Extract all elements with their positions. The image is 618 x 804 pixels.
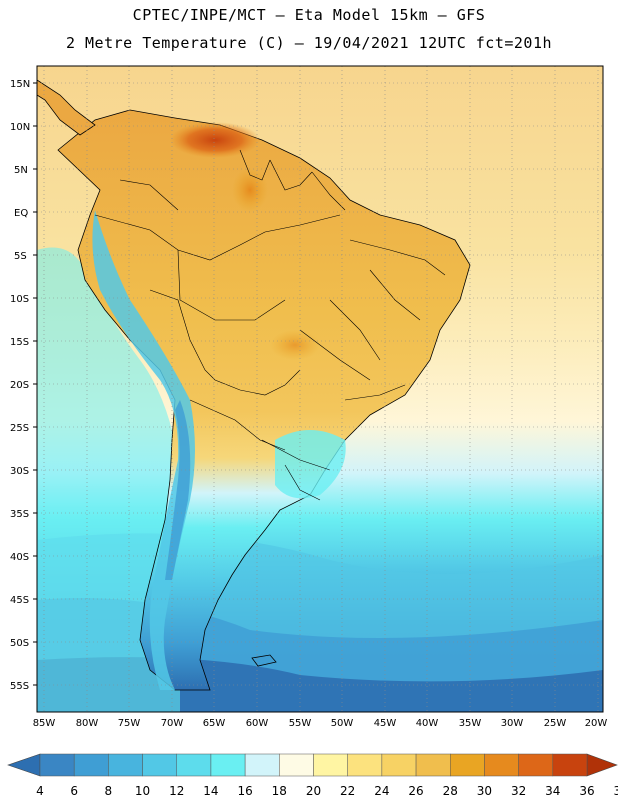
map-title-line-2: 2 Metre Temperature (C) – 19/04/2021 12U… bbox=[65, 34, 553, 52]
colorbar-label: 24 bbox=[374, 784, 389, 798]
colorbar-label: 16 bbox=[237, 784, 252, 798]
colorbar-label: 32 bbox=[511, 784, 526, 798]
colorbar-segment bbox=[210, 753, 246, 777]
colorbar-segment bbox=[176, 753, 212, 777]
lat-label: 5S bbox=[14, 251, 27, 262]
colorbar-right-arrow bbox=[586, 753, 618, 777]
colorbar-segment bbox=[142, 753, 177, 777]
lat-label: 5N bbox=[14, 165, 28, 176]
lon-label: 55W bbox=[289, 718, 312, 729]
lat-label: 10N bbox=[10, 122, 30, 133]
colorbar-label: 30 bbox=[477, 784, 492, 798]
colorbar-segment bbox=[415, 753, 451, 777]
colorbar-label: 34 bbox=[545, 784, 560, 798]
colorbar-label: 6 bbox=[70, 784, 78, 798]
colorbar-segment bbox=[244, 753, 280, 777]
colorbar-segment bbox=[108, 753, 143, 777]
colorbar-segment bbox=[73, 753, 109, 777]
colorbar-left-arrow bbox=[7, 753, 41, 777]
map-frame bbox=[36, 65, 604, 713]
colorbar: 4 6 8 10 12 14 16 18 20 22 24 26 28 30 32 34 36 38 bbox=[7, 753, 618, 798]
lon-label: 85W bbox=[33, 718, 56, 729]
lat-label: 45S bbox=[10, 595, 29, 606]
lat-label: 25S bbox=[10, 423, 29, 434]
map-title-line-1: CPTEC/INPE/MCT – Eta Model 15km – GFS bbox=[132, 6, 486, 24]
colorbar-label: 12 bbox=[169, 784, 184, 798]
lat-label: 40S bbox=[10, 552, 29, 563]
colorbar-label: 22 bbox=[340, 784, 355, 798]
temperature-field bbox=[37, 66, 603, 712]
latitude-labels: 15N 10N 5N EQ 5S 10S 15S 20S 25S 30S 35S… bbox=[10, 79, 30, 692]
colorbar-label: 18 bbox=[272, 784, 287, 798]
lat-label: EQ bbox=[14, 208, 28, 219]
lat-label: 30S bbox=[10, 466, 29, 477]
lon-label: 75W bbox=[118, 718, 141, 729]
lon-label: 50W bbox=[331, 718, 354, 729]
colorbar-segment bbox=[518, 753, 554, 777]
lat-label: 50S bbox=[10, 638, 29, 649]
lat-label: 15N bbox=[10, 79, 30, 90]
lon-label: 60W bbox=[246, 718, 269, 729]
colorbar-label: 28 bbox=[443, 784, 458, 798]
colorbar-label: 4 bbox=[36, 784, 44, 798]
longitude-labels: 85W 80W 75W 70W 65W 60W 55W 50W 45W 40W … bbox=[33, 718, 608, 729]
colorbar-segment bbox=[450, 753, 485, 777]
lon-label: 35W bbox=[459, 718, 482, 729]
lon-label: 80W bbox=[76, 718, 99, 729]
colorbar-label: 26 bbox=[408, 784, 423, 798]
lat-label: 10S bbox=[10, 294, 29, 305]
colorbar-segment bbox=[381, 753, 417, 777]
colorbar-label: 8 bbox=[105, 784, 113, 798]
lat-label: 20S bbox=[10, 380, 29, 391]
colorbar-segment bbox=[313, 753, 348, 777]
colorbar-label: 20 bbox=[306, 784, 321, 798]
lon-label: 40W bbox=[416, 718, 439, 729]
colorbar-label: 36 bbox=[579, 784, 594, 798]
colorbar-segment bbox=[279, 753, 314, 777]
lon-label: 20W bbox=[585, 718, 608, 729]
lon-label: 70W bbox=[161, 718, 184, 729]
colorbar-segment bbox=[552, 753, 588, 777]
colorbar-label: 14 bbox=[203, 784, 218, 798]
lat-label: 35S bbox=[10, 509, 29, 520]
colorbar-segment bbox=[347, 753, 383, 777]
colorbar-label: 10 bbox=[135, 784, 150, 798]
lat-label: 55S bbox=[10, 681, 29, 692]
colorbar-segment bbox=[484, 753, 519, 777]
colorbar-segment bbox=[39, 753, 75, 777]
lon-label: 25W bbox=[544, 718, 567, 729]
lat-label: 15S bbox=[10, 337, 29, 348]
lon-label: 65W bbox=[203, 718, 226, 729]
lon-label: 30W bbox=[501, 718, 524, 729]
colorbar-label: 38 bbox=[614, 784, 618, 798]
lon-label: 45W bbox=[374, 718, 397, 729]
